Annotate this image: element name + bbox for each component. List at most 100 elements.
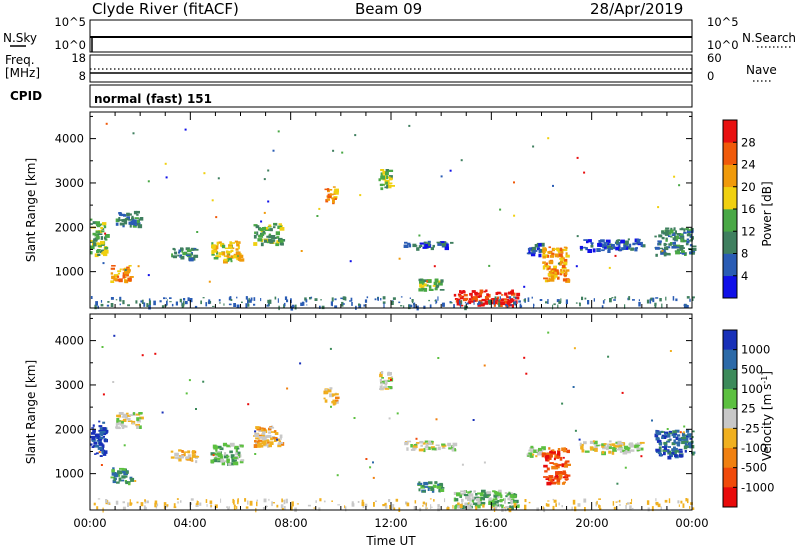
- data-cell: [186, 249, 192, 253]
- data-cell: [596, 248, 601, 252]
- data-cell: [98, 438, 102, 442]
- data-cell: [483, 290, 487, 293]
- data-cell: [129, 276, 134, 278]
- data-cell: [676, 434, 681, 437]
- data-cell: [669, 350, 672, 352]
- data-cell: [174, 251, 177, 254]
- data-cell: [263, 178, 266, 181]
- data-cell: [638, 447, 644, 451]
- data-cell: [657, 503, 661, 508]
- data-cell: [98, 429, 104, 432]
- data-cell: [95, 230, 101, 234]
- data-cell: [616, 448, 621, 451]
- data-cell: [336, 474, 339, 477]
- data-cell: [671, 246, 677, 249]
- data-cell: [674, 454, 678, 457]
- data-cell: [451, 448, 455, 452]
- data-cell: [245, 296, 248, 300]
- data-cell: [528, 452, 533, 455]
- data-cell: [689, 298, 691, 302]
- data-cell: [140, 300, 143, 303]
- data-cell: [135, 413, 141, 416]
- data-cell: [267, 226, 272, 228]
- data-cell: [560, 258, 564, 262]
- data-cell: [116, 420, 121, 424]
- data-cell: [660, 506, 662, 510]
- data-cell: [342, 296, 346, 301]
- data-cell: [544, 279, 549, 283]
- data-cell: [124, 416, 129, 419]
- data-cell: [461, 463, 464, 466]
- data-cell: [672, 232, 677, 235]
- data-cell: [256, 440, 260, 444]
- data-cell: [599, 444, 603, 446]
- data-cell: [554, 475, 559, 478]
- data-cell: [581, 296, 584, 301]
- data-cell: [107, 301, 110, 303]
- data-cell: [685, 445, 689, 448]
- data-cell: [205, 499, 208, 503]
- data-cell: [379, 373, 383, 378]
- data-cell: [235, 461, 239, 466]
- data-cell: [458, 300, 461, 305]
- data-cell: [469, 506, 472, 510]
- data-cell: [469, 500, 471, 503]
- data-cell: [434, 299, 436, 302]
- velocity-colorbar-tick-label: -100: [741, 441, 767, 455]
- data-cell: [613, 444, 617, 449]
- data-cell: [98, 420, 101, 423]
- data-cell: [503, 300, 509, 304]
- data-cell: [94, 433, 100, 438]
- data-cell: [381, 377, 384, 379]
- data-cell: [482, 497, 485, 501]
- data-cell: [666, 433, 671, 438]
- data-cell: [680, 238, 684, 243]
- data-cell: [686, 229, 689, 233]
- data-cell: [262, 230, 266, 234]
- data-cell: [332, 199, 335, 204]
- data-cell: [562, 257, 565, 260]
- data-cell: [112, 467, 115, 472]
- data-cell: [481, 489, 486, 493]
- data-cell: [460, 303, 462, 308]
- data-cell: [546, 467, 550, 471]
- data-cell: [273, 438, 277, 442]
- data-cell: [683, 252, 687, 255]
- data-cell: [513, 495, 517, 498]
- data-cell: [475, 504, 481, 509]
- data-cell: [492, 298, 497, 301]
- data-cell: [681, 227, 684, 231]
- data-cell: [274, 296, 277, 300]
- data-cell: [222, 442, 227, 447]
- data-cell: [239, 460, 244, 464]
- data-cell: [95, 301, 98, 306]
- data-cell: [238, 254, 244, 258]
- data-cell: [617, 239, 621, 241]
- data-cell: [583, 246, 586, 249]
- data-cell: [563, 246, 567, 249]
- data-cell: [666, 440, 671, 443]
- data-cell: [133, 210, 138, 215]
- data-cell: [423, 241, 427, 245]
- data-cell: [138, 412, 143, 415]
- data-cell: [437, 504, 440, 508]
- data-cell: [557, 450, 561, 455]
- data-cell: [113, 278, 118, 281]
- data-cell: [618, 504, 621, 506]
- data-cell: [218, 252, 223, 255]
- velocity-colorbar-segment: [723, 349, 737, 370]
- data-cell: [124, 279, 129, 284]
- data-cell: [235, 452, 238, 456]
- data-cell: [553, 303, 556, 306]
- data-cell: [603, 443, 607, 445]
- data-cell: [335, 399, 339, 402]
- data-cell: [578, 302, 581, 304]
- data-cell: [211, 245, 216, 249]
- data-cell: [101, 346, 104, 348]
- data-cell: [118, 421, 122, 424]
- data-cell: [565, 254, 570, 258]
- data-cell: [410, 304, 413, 308]
- data-cell: [661, 249, 664, 252]
- data-cell: [548, 277, 551, 280]
- data-cell: [218, 299, 221, 302]
